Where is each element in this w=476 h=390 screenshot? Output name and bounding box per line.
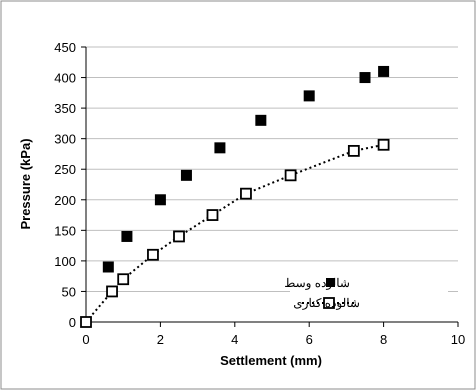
data-point	[206, 209, 219, 221]
axes: 0 50 100 150 200 250 300 350 400 450 0 2 4 6 8 10	[54, 40, 465, 347]
legend-label-series-1: شالوده وسط	[284, 276, 350, 290]
data-point	[106, 285, 118, 298]
y-axis-label: Pressure (kPa)	[18, 138, 33, 229]
data-point	[255, 114, 267, 126]
series-line	[85, 143, 384, 323]
x-tick-label: 6	[306, 332, 313, 347]
data-point	[377, 138, 390, 151]
data-point	[284, 169, 297, 182]
legend: شالوده وسط شالوده کناری	[284, 268, 448, 320]
data-point	[117, 273, 130, 286]
data-point	[303, 90, 315, 102]
data-point	[121, 230, 133, 242]
data-point	[240, 187, 252, 200]
data-point	[154, 194, 166, 206]
y-tick-label: 100	[54, 254, 76, 269]
y-tick-label: 300	[54, 132, 76, 147]
data-point	[80, 316, 92, 328]
legend-marker-series-1	[326, 278, 335, 287]
data-point	[102, 261, 114, 273]
y-tick-label: 250	[54, 162, 76, 177]
series-2	[80, 138, 390, 328]
legend-label-series-2: شالوده کناری	[293, 296, 360, 310]
y-tick-label: 400	[54, 71, 76, 86]
x-tick-label: 10	[451, 332, 465, 347]
legend-marker-series-2	[323, 297, 335, 309]
series-1	[80, 65, 390, 328]
y-tick-label: 0	[69, 315, 76, 330]
x-tick-label: 8	[380, 332, 387, 347]
data-point	[173, 230, 185, 243]
x-tick-label: 0	[82, 332, 89, 347]
data-point	[378, 65, 390, 77]
y-tick-label: 150	[54, 223, 76, 238]
data-point	[147, 248, 159, 261]
y-tick-label: 350	[54, 101, 76, 116]
series-area	[80, 65, 390, 328]
y-tick-label: 50	[62, 284, 76, 299]
data-point	[180, 169, 192, 181]
data-point	[359, 72, 371, 84]
y-tick-label: 450	[54, 40, 76, 55]
data-point	[347, 144, 360, 157]
x-tick-label: 2	[157, 332, 164, 347]
x-tick-label: 4	[231, 332, 238, 347]
y-tick-label: 200	[54, 193, 76, 208]
x-axis-label: Settlement (mm)	[220, 353, 322, 368]
data-point	[214, 142, 226, 154]
legend-box	[290, 268, 448, 320]
